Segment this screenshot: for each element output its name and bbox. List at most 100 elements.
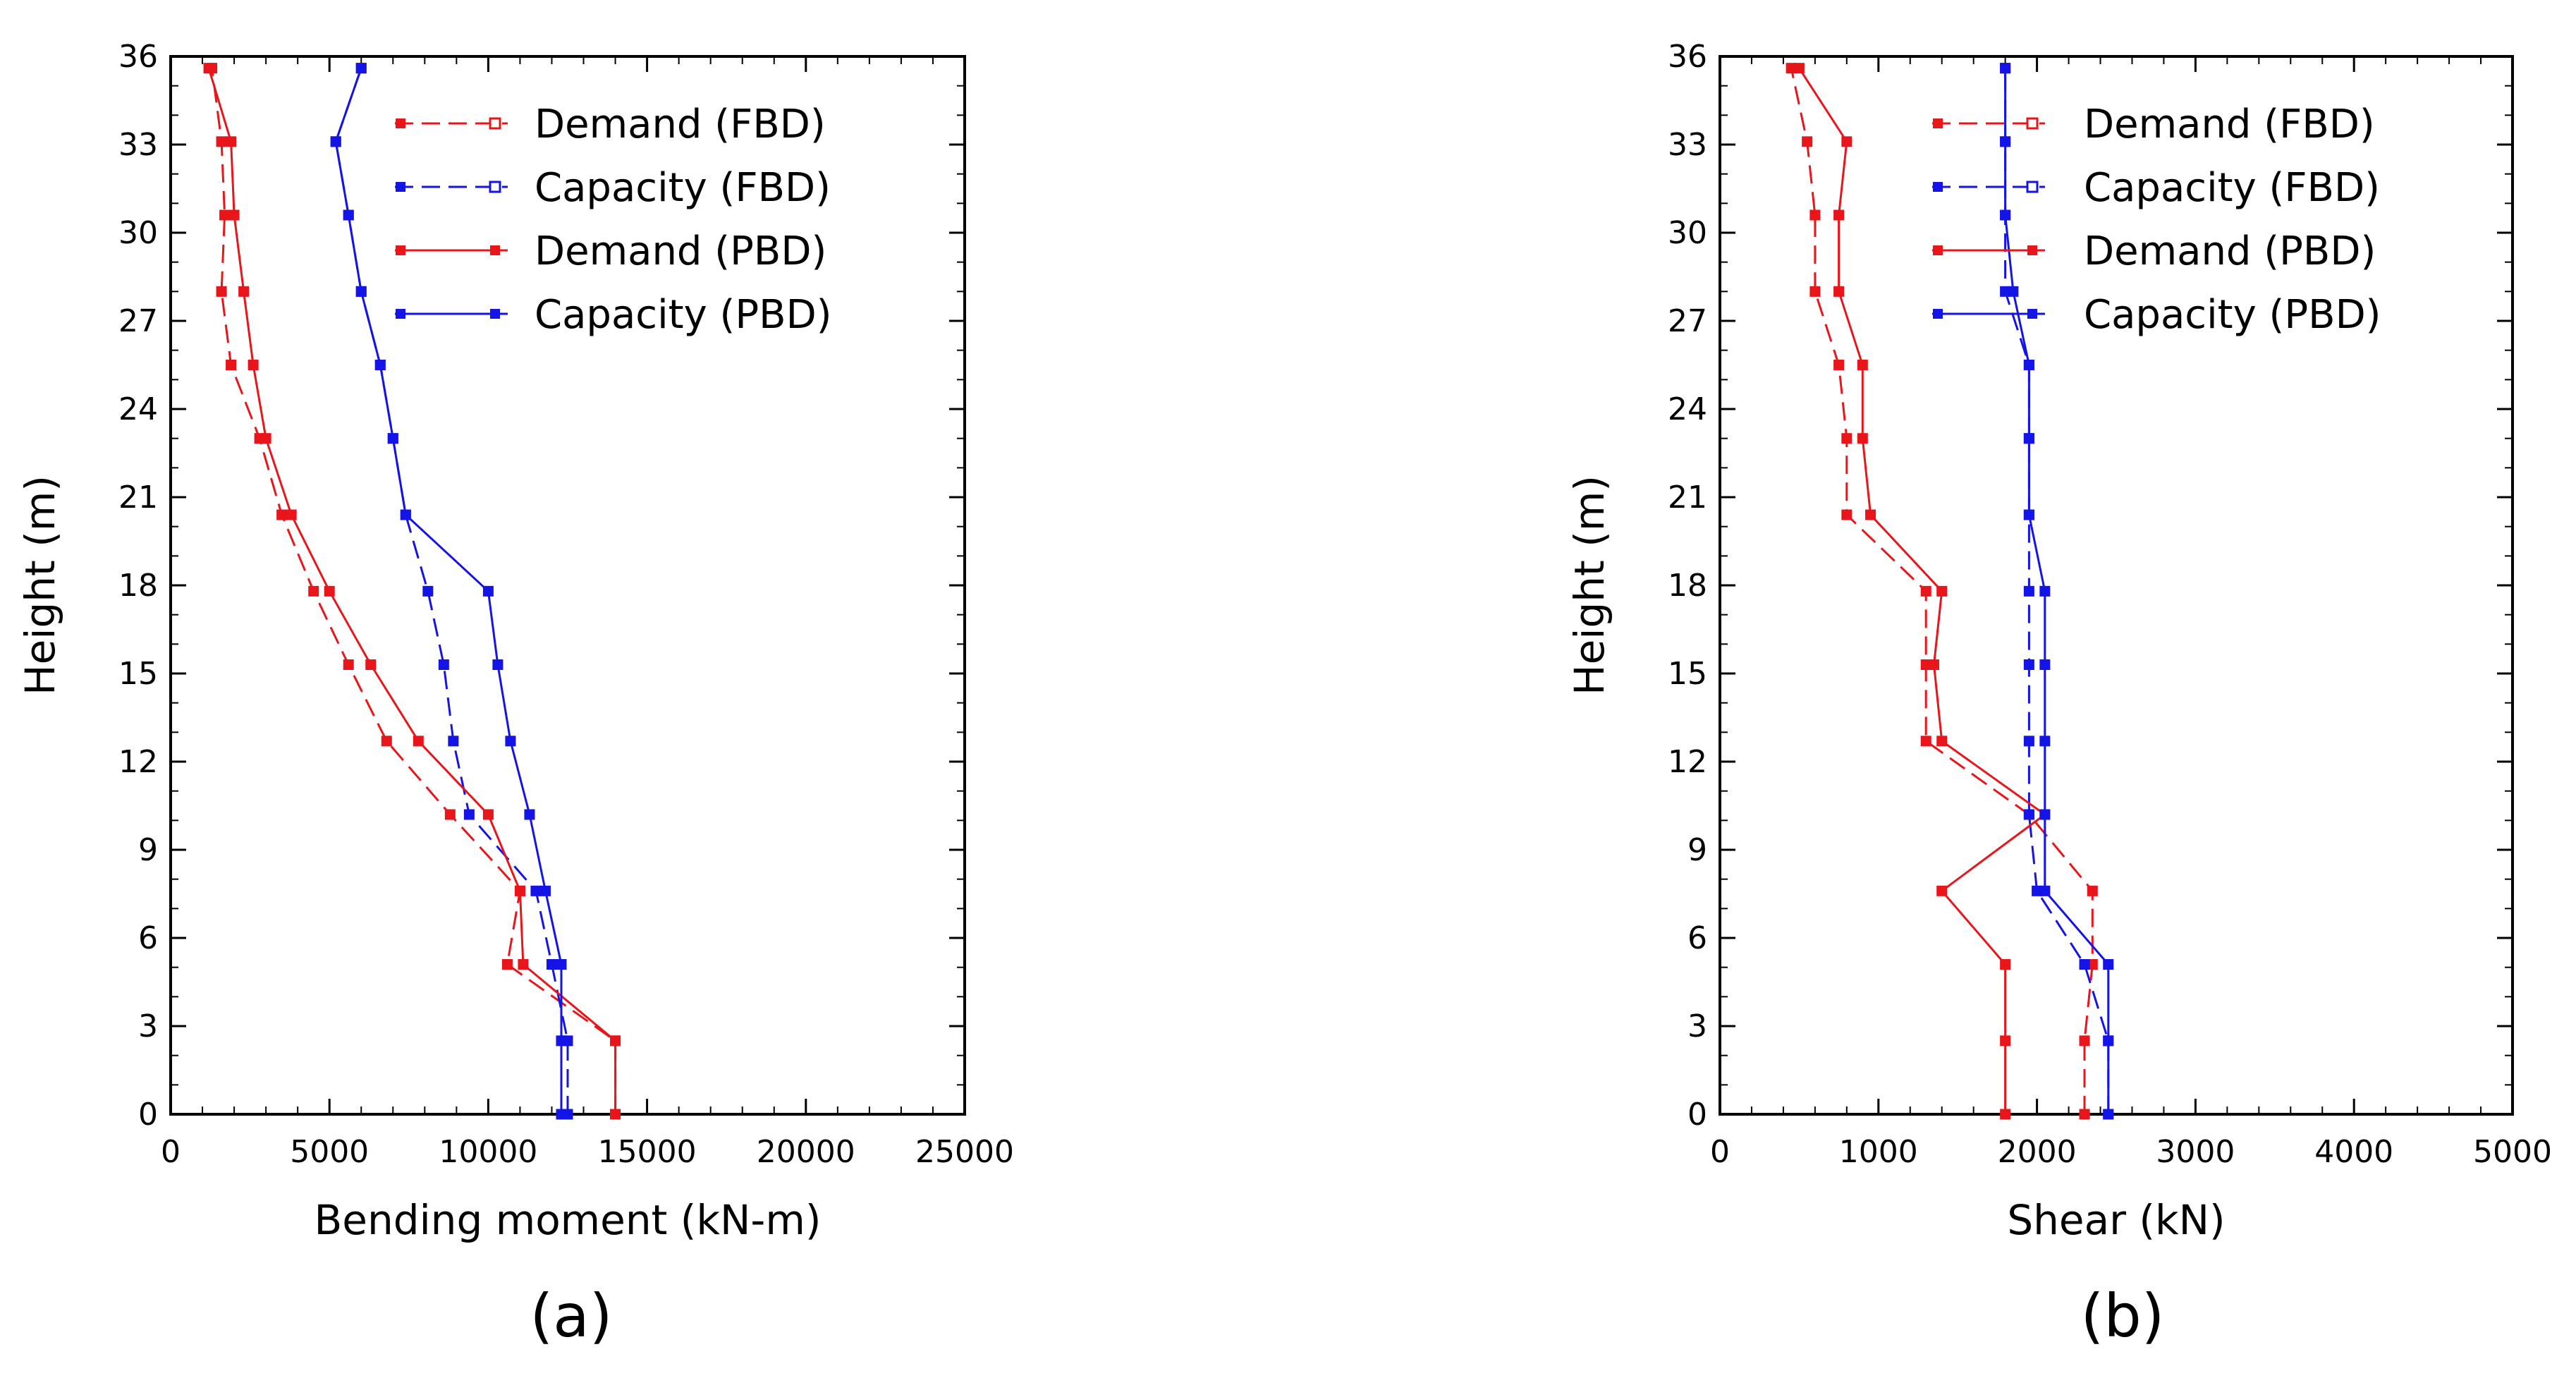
panel-a-series-demand-pbd-point (226, 136, 237, 147)
panel-b-series-demand-pbd-point (2000, 1109, 2011, 1120)
panel-a-series-capacity-pbd-point (556, 959, 567, 970)
panel-a-series-demand-fbd-point (216, 136, 227, 147)
panel-b-series-demand-fbd-point (1802, 136, 1813, 147)
panel-b-ytick-label: 12 (1668, 744, 1707, 780)
panel-a-ytick-label: 27 (118, 303, 158, 339)
panel-b-legend-demand-pbd-marker-start (1933, 245, 1943, 255)
panel-a-series-capacity-pbd-point (482, 585, 494, 597)
panel-a-xtick-label: 10000 (439, 1134, 537, 1170)
panel-b-series-demand-pbd-point (1865, 509, 1876, 520)
panel-a-series-demand-fbd-point (501, 959, 513, 970)
panel-b-xtick-label: 2000 (1998, 1134, 2077, 1170)
panel-a-series-demand-fbd-point (444, 809, 456, 820)
panel-a-series-capacity-fbd-point (546, 959, 557, 970)
panel-b-series-capacity-pbd-point (2000, 136, 2011, 147)
panel-b-series-demand-fbd-point (2079, 1109, 2090, 1120)
panel-a-series-capacity-pbd-point (387, 433, 398, 444)
panel-b-series-demand-pbd-point (2000, 959, 2011, 970)
panel-a-xtick-label: 5000 (290, 1134, 369, 1170)
panel-a-series-demand-fbd-point (219, 209, 231, 221)
panel-a-ytick-label: 0 (138, 1097, 158, 1133)
panel-a-legend-capacity-pbd-label: Capacity (PBD) (535, 292, 832, 338)
panel-a-ytick-label: 33 (118, 127, 158, 163)
panel-a-series-capacity-fbd-point (530, 885, 542, 896)
panel-b-series-capacity-pbd-point (2000, 63, 2011, 74)
panel-a-series-capacity-pbd-point (505, 736, 516, 747)
panel-b-y-axis-title: Height (m) (1565, 475, 1613, 695)
panel-b-series-capacity-pbd-point (2039, 809, 2051, 820)
panel-a-series-demand-fbd-point (226, 360, 237, 370)
panel-b-series-capacity-pbd-point (2103, 1035, 2114, 1047)
panel-a-ytick-label: 6 (138, 920, 158, 956)
panel-b-series-demand-pbd-point (1857, 433, 1868, 444)
panel-b-series-demand-fbd-point (1841, 509, 1852, 520)
panel-b-legend-capacity-pbd-marker-start (1933, 309, 1943, 319)
panel-a-series-demand-pbd-point (203, 63, 214, 74)
panel-b-series-demand-pbd-point (1936, 885, 1948, 896)
panel-a-x-axis-title: Bending moment (kN-m) (315, 1196, 822, 1244)
panel-b-series-capacity-pbd-point (2023, 360, 2034, 370)
panel-a-series-capacity-fbd-point (448, 736, 459, 747)
panel-a-series-capacity-pbd-point (539, 885, 551, 896)
panel-a-series-capacity-pbd-point (374, 360, 386, 370)
panel-b-series-demand-fbd-point (1809, 209, 1821, 221)
panel-b-series-demand-pbd-point (1936, 736, 1948, 747)
panel-a-series-capacity-fbd-point (438, 659, 449, 670)
panel-a-series-capacity-fbd-point (463, 809, 475, 820)
panel-b-series-capacity-pbd-point (2103, 959, 2114, 970)
panel-b-series-demand-pbd-point (1928, 659, 1939, 670)
panel-a-legend-capacity-fbd-marker-end (489, 181, 501, 193)
panel-b-legend-demand-pbd-label: Demand (PBD) (2084, 228, 2376, 274)
panel-b-series-capacity-fbd-point (2023, 809, 2034, 820)
panel-b-legend-capacity-fbd-marker-end (2026, 181, 2039, 193)
panel-a-ytick-label: 24 (118, 391, 158, 427)
panel-a-series-demand-fbd-point (381, 736, 392, 747)
panel-a-ytick-label: 15 (118, 656, 158, 692)
panel-a-series-demand-pbd-point (365, 659, 377, 670)
panel-b-series-capacity-pbd-point (2039, 659, 2051, 670)
panel-b-ytick-label: 0 (1687, 1097, 1707, 1133)
panel-b-x-axis-title: Shear (kN) (2007, 1196, 2225, 1244)
panel-b-xtick-label: 1000 (1839, 1134, 1918, 1170)
panel-a-y-axis-title: Height (m) (16, 475, 64, 695)
panel-b-series-demand-pbd-point (1833, 286, 1845, 297)
panel-b-series-demand-fbd-point (2079, 1035, 2090, 1047)
panel-a-series-capacity-pbd-point (524, 809, 535, 820)
panel-a-series-demand-pbd-point (610, 1109, 621, 1120)
panel-a-legend-demand-fbd-label: Demand (FBD) (535, 102, 826, 147)
panel-a-ytick-label: 12 (118, 744, 158, 780)
panel-a-legend-demand-pbd-marker-end (490, 245, 500, 255)
panel-b-ytick-label: 6 (1687, 920, 1707, 956)
panel-a-series-demand-pbd-point (482, 809, 494, 820)
panel-b-series-capacity-pbd-point (2008, 286, 2019, 297)
panel-a-xtick-label: 0 (161, 1134, 181, 1170)
panel-b-series-demand-pbd-point (1833, 209, 1845, 221)
panel-b-ytick-label: 15 (1668, 656, 1707, 692)
panel-b-ytick-label: 9 (1687, 832, 1707, 868)
panel-b-series-demand-fbd-point (1920, 736, 1931, 747)
panel-a-legend-demand-fbd-marker-end (489, 117, 501, 130)
panel-b-series-capacity-pbd-point (2000, 209, 2011, 221)
panel-b-ytick-label: 24 (1668, 391, 1707, 427)
panel-a-series-capacity-pbd-point (330, 136, 341, 147)
panel-a-series-capacity-fbd-point (422, 585, 434, 597)
panel-b-series-demand-fbd-point (2087, 885, 2098, 896)
panel-a-series-capacity-pbd-point (556, 1109, 567, 1120)
panel-b-xtick-label: 3000 (2156, 1134, 2235, 1170)
panel-a-series-demand-pbd-point (286, 509, 297, 520)
panel-b-ytick-label: 21 (1668, 480, 1707, 516)
panel-b-ytick-label: 18 (1668, 568, 1707, 604)
panel-a-series-demand-pbd-point (324, 585, 335, 597)
panel-a-series-capacity-pbd-point (355, 63, 367, 74)
panel-b-ytick-label: 3 (1687, 1008, 1707, 1044)
panel-a-legend-capacity-pbd-marker-start (396, 309, 405, 319)
panel-a-ytick-label: 9 (138, 832, 158, 868)
panel-b-ytick-label: 30 (1668, 215, 1707, 251)
panel-b-series-demand-pbd-point (1841, 136, 1852, 147)
panel-a-label: (a) (530, 1281, 612, 1350)
panel-a-series-demand-fbd-point (308, 585, 319, 597)
panel-b-series-capacity-pbd-point (2023, 433, 2034, 444)
